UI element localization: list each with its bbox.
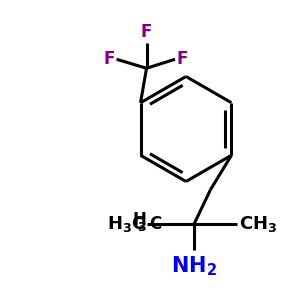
Text: $\mathregular{H_3C}$: $\mathregular{H_3C}$ <box>107 214 146 234</box>
Text: F: F <box>141 23 152 41</box>
Text: F: F <box>176 50 188 68</box>
Text: H: H <box>132 211 146 229</box>
Text: 3: 3 <box>137 221 146 234</box>
Text: F: F <box>104 50 115 68</box>
Text: $\mathregular{NH_2}$: $\mathregular{NH_2}$ <box>171 254 217 278</box>
Text: $\mathregular{CH_3}$: $\mathregular{CH_3}$ <box>239 214 277 234</box>
Text: C: C <box>149 215 161 233</box>
